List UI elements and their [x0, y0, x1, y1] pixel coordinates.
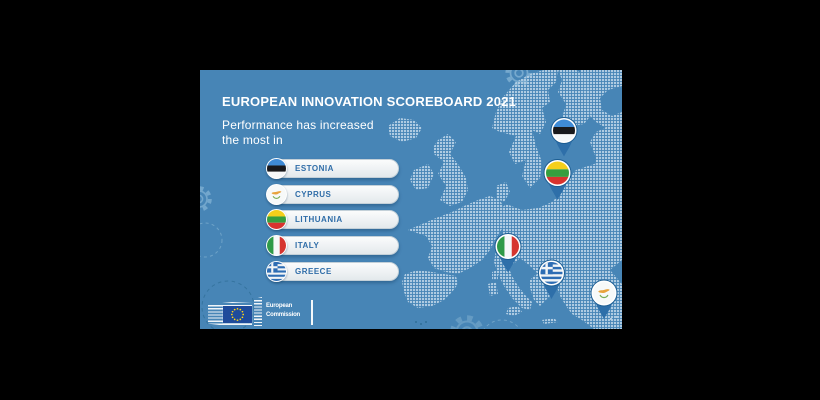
infographic-panel: EUROPEAN INNOVATION SCOREBOARD 2021 Perf… — [200, 70, 622, 329]
gear-icon — [200, 186, 212, 212]
land-shapes — [388, 70, 622, 329]
map-pin-greece — [538, 259, 565, 299]
lithuania-flag-icon — [546, 162, 569, 185]
country-pill — [268, 184, 399, 204]
ec-logo-wordmark: European Commission — [266, 302, 300, 319]
greece-flag-icon — [541, 262, 563, 284]
cyprus-flag-icon — [593, 282, 615, 304]
page-title: EUROPEAN INNOVATION SCOREBOARD 2021 — [222, 94, 517, 109]
country-pill — [268, 261, 399, 281]
country-label: ESTONIA — [295, 164, 334, 173]
gear-icon — [453, 318, 481, 329]
map-pin-lithuania — [543, 159, 572, 200]
map-pins — [494, 117, 618, 319]
country-item-cyprus: CYPRUS — [266, 183, 400, 205]
speck-dots — [415, 321, 427, 325]
country-pill — [268, 236, 399, 256]
ec-logo-stripes-icon — [254, 297, 262, 328]
european-commission-logo: European Commission — [206, 295, 366, 329]
europe-dotted-map — [200, 70, 622, 329]
ec-logo-line1: European — [266, 303, 293, 309]
country-item-greece: GREECE — [266, 260, 400, 282]
italy-flag-icon — [266, 235, 287, 257]
country-label: GREECE — [295, 266, 332, 276]
dashed-circle-icon — [483, 319, 521, 329]
country-list: ESTONIA CYPRUS LITHUANIA — [266, 158, 400, 286]
subtitle: Performance has increased the most in — [222, 118, 374, 147]
map-pin-estonia — [550, 117, 578, 157]
country-label: ITALY — [295, 241, 320, 251]
country-label: LITHUANIA — [295, 215, 343, 225]
map-pin-cyprus — [590, 279, 618, 319]
cyprus-flag-icon — [266, 183, 287, 205]
ec-logo-line2: Commission — [266, 311, 301, 318]
greece-flag-icon — [266, 260, 287, 282]
country-item-italy: ITALY — [266, 235, 400, 257]
estonia-flag-icon — [266, 158, 287, 179]
map-pin-italy — [494, 233, 522, 273]
lithuania-flag-icon — [266, 209, 287, 231]
country-item-lithuania: LITHUANIA — [266, 209, 400, 231]
country-item-estonia: ESTONIA — [266, 158, 400, 179]
dashed-circle-icon — [200, 222, 223, 258]
ec-logo-divider — [311, 300, 313, 325]
country-label: CYPRUS — [295, 189, 332, 199]
estonia-flag-icon — [553, 120, 575, 142]
eu-flag-icon — [223, 306, 252, 323]
italy-flag-icon — [497, 236, 519, 258]
